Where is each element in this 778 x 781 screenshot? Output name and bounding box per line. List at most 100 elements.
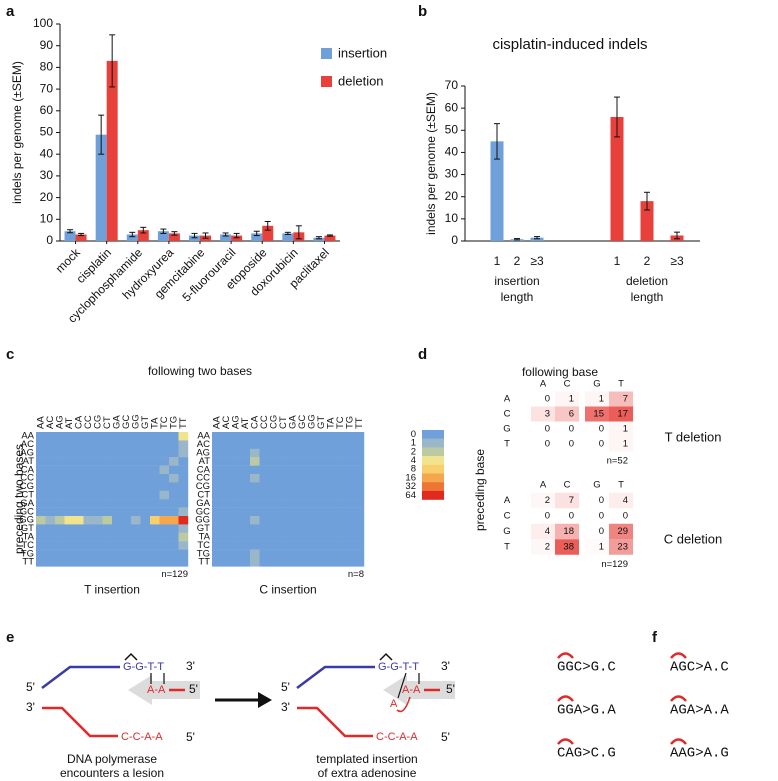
bottom-seq: C-C-A-A xyxy=(121,731,163,743)
heatmap-cell xyxy=(250,549,260,559)
base-pair xyxy=(397,672,407,699)
heatmap-cell xyxy=(102,524,113,533)
heatmap-cell xyxy=(221,432,232,441)
heatmap-cell xyxy=(74,516,84,525)
bar xyxy=(262,225,274,241)
heatmap-cell xyxy=(169,549,179,559)
heatmap-cell xyxy=(231,490,241,500)
colorbar-label: 0 xyxy=(411,429,416,440)
heatmap-cell xyxy=(169,490,179,500)
row-label: GA xyxy=(20,498,34,509)
column-label: A xyxy=(540,480,547,491)
heatmap-cell xyxy=(278,490,289,500)
panel-label: a xyxy=(6,3,15,20)
heatmap-cell xyxy=(83,499,94,508)
colorbar-label: 4 xyxy=(411,455,416,466)
heatmap-cell xyxy=(178,457,189,466)
heatmap-cell xyxy=(212,465,222,475)
heatmap-cell xyxy=(269,507,279,517)
primer-seq: A-A xyxy=(402,684,421,696)
heatmap-cell xyxy=(345,499,355,508)
heatmap-cell xyxy=(231,507,241,517)
polymerase-arrow xyxy=(128,675,200,705)
heatmap-cell xyxy=(354,507,365,517)
heatmap-cell xyxy=(169,499,179,508)
heatmap-cell xyxy=(140,516,151,525)
y-tick-label: 100 xyxy=(33,16,53,30)
heatmap-cell xyxy=(326,532,336,542)
heatmap-cell xyxy=(102,558,113,567)
heatmap-cell xyxy=(259,541,270,550)
heatmap-cell xyxy=(326,549,336,559)
heatmap-cell xyxy=(269,448,279,458)
colorbar-segment xyxy=(422,490,444,500)
panel-label: c xyxy=(6,346,14,363)
table-cell xyxy=(555,508,579,524)
heatmap-cell xyxy=(169,558,179,567)
arc xyxy=(670,652,687,659)
column-label: TG xyxy=(168,416,179,429)
heatmap-cell xyxy=(307,516,317,525)
heatmap-cell xyxy=(102,482,113,491)
cell-value: 3 xyxy=(545,409,550,420)
column-label: CT xyxy=(102,416,113,429)
y-tick-label: 70 xyxy=(445,78,459,92)
bar xyxy=(640,201,654,241)
y-tick-label: 20 xyxy=(40,190,54,204)
heatmap-cell xyxy=(93,524,103,533)
y-tick-label: 70 xyxy=(40,81,54,95)
heatmap-cell xyxy=(240,541,251,550)
table-cell xyxy=(555,539,579,555)
heatmap-cell xyxy=(316,448,327,458)
heatmap-cell xyxy=(250,474,260,483)
insertion-arc xyxy=(396,696,411,713)
column-label: GT xyxy=(140,416,151,429)
heatmap-cell xyxy=(150,516,160,525)
heatmap-cell xyxy=(150,549,160,559)
heatmap-cell xyxy=(55,474,65,483)
heatmap-cell xyxy=(221,448,232,458)
heatmap-cell xyxy=(150,499,160,508)
heatmap-cell xyxy=(307,549,317,559)
table-name: T deletion xyxy=(665,429,722,444)
bar xyxy=(157,231,169,241)
heatmap-cell xyxy=(354,541,365,550)
column-label: AT xyxy=(64,417,75,429)
table-name: C deletion xyxy=(664,532,723,547)
heatmap-cell xyxy=(278,516,289,525)
arc xyxy=(670,738,687,745)
heatmap-cell xyxy=(45,516,56,525)
heatmap-cell xyxy=(212,558,222,567)
heatmap-cell xyxy=(131,465,141,475)
table-cell xyxy=(585,539,609,555)
arc xyxy=(670,695,687,702)
heatmap-cell xyxy=(269,532,279,542)
heatmap-cell xyxy=(231,474,241,483)
heatmap-cell xyxy=(121,499,132,508)
heatmap-cell xyxy=(64,474,75,483)
heatmap-cell xyxy=(55,516,65,525)
cell-value: 2 xyxy=(545,495,550,506)
heatmap-cell xyxy=(288,516,298,525)
heatmap-cell xyxy=(354,482,365,491)
table-cell xyxy=(555,422,579,437)
heatmap-cell xyxy=(36,457,46,466)
heatmap-cell xyxy=(259,558,270,567)
heatmap-cell xyxy=(345,516,355,525)
column-label: TA xyxy=(325,417,336,429)
heatmap-cell xyxy=(45,440,56,449)
row-label: GC xyxy=(196,506,210,517)
heatmap-cell xyxy=(102,448,113,458)
table-cell xyxy=(585,524,609,540)
cell-value: 0 xyxy=(599,424,604,435)
sample-size: n=129 xyxy=(601,559,628,570)
heatmap-cell xyxy=(335,440,346,449)
cell-value: 0 xyxy=(599,526,604,537)
cell-value: 1 xyxy=(599,542,604,553)
heatmap-cell xyxy=(354,490,365,500)
heatmap-cell xyxy=(288,532,298,542)
heatmap-cell xyxy=(297,558,308,567)
row-label: CG xyxy=(20,481,34,492)
heatmap-cell xyxy=(159,474,170,483)
